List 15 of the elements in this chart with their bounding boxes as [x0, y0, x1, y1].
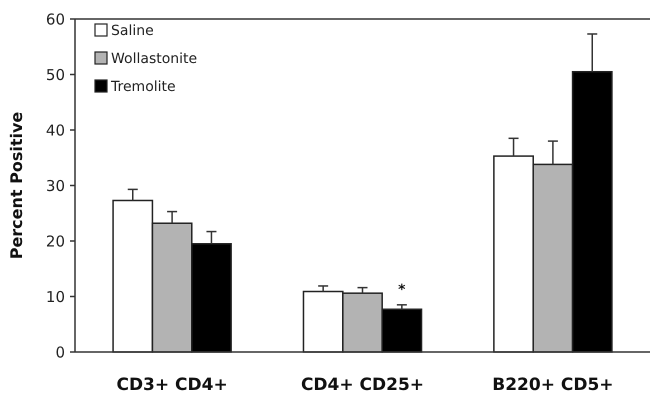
legend-label: Tremolite — [110, 79, 176, 95]
y-tick-label: 40 — [46, 121, 65, 140]
y-tick-label: 50 — [46, 66, 65, 84]
y-tick-label: 20 — [46, 232, 65, 250]
x-tick-label: CD4+ CD25+ — [300, 375, 424, 395]
legend-label: Saline — [111, 23, 154, 39]
y-tick-label: 60 — [46, 10, 65, 28]
x-tick-label: CD3+ CD4+ — [116, 375, 228, 395]
legend-label: Wollastonite — [111, 51, 198, 67]
x-tick-label: B220+ CD5+ — [492, 375, 614, 395]
y-tick-label: 10 — [46, 288, 65, 306]
y-tick-label: 0 — [55, 343, 65, 362]
y-tick-label: 30 — [46, 176, 65, 195]
y-axis-title: Percent Positive — [7, 112, 26, 260]
annotation: * — [398, 282, 406, 298]
